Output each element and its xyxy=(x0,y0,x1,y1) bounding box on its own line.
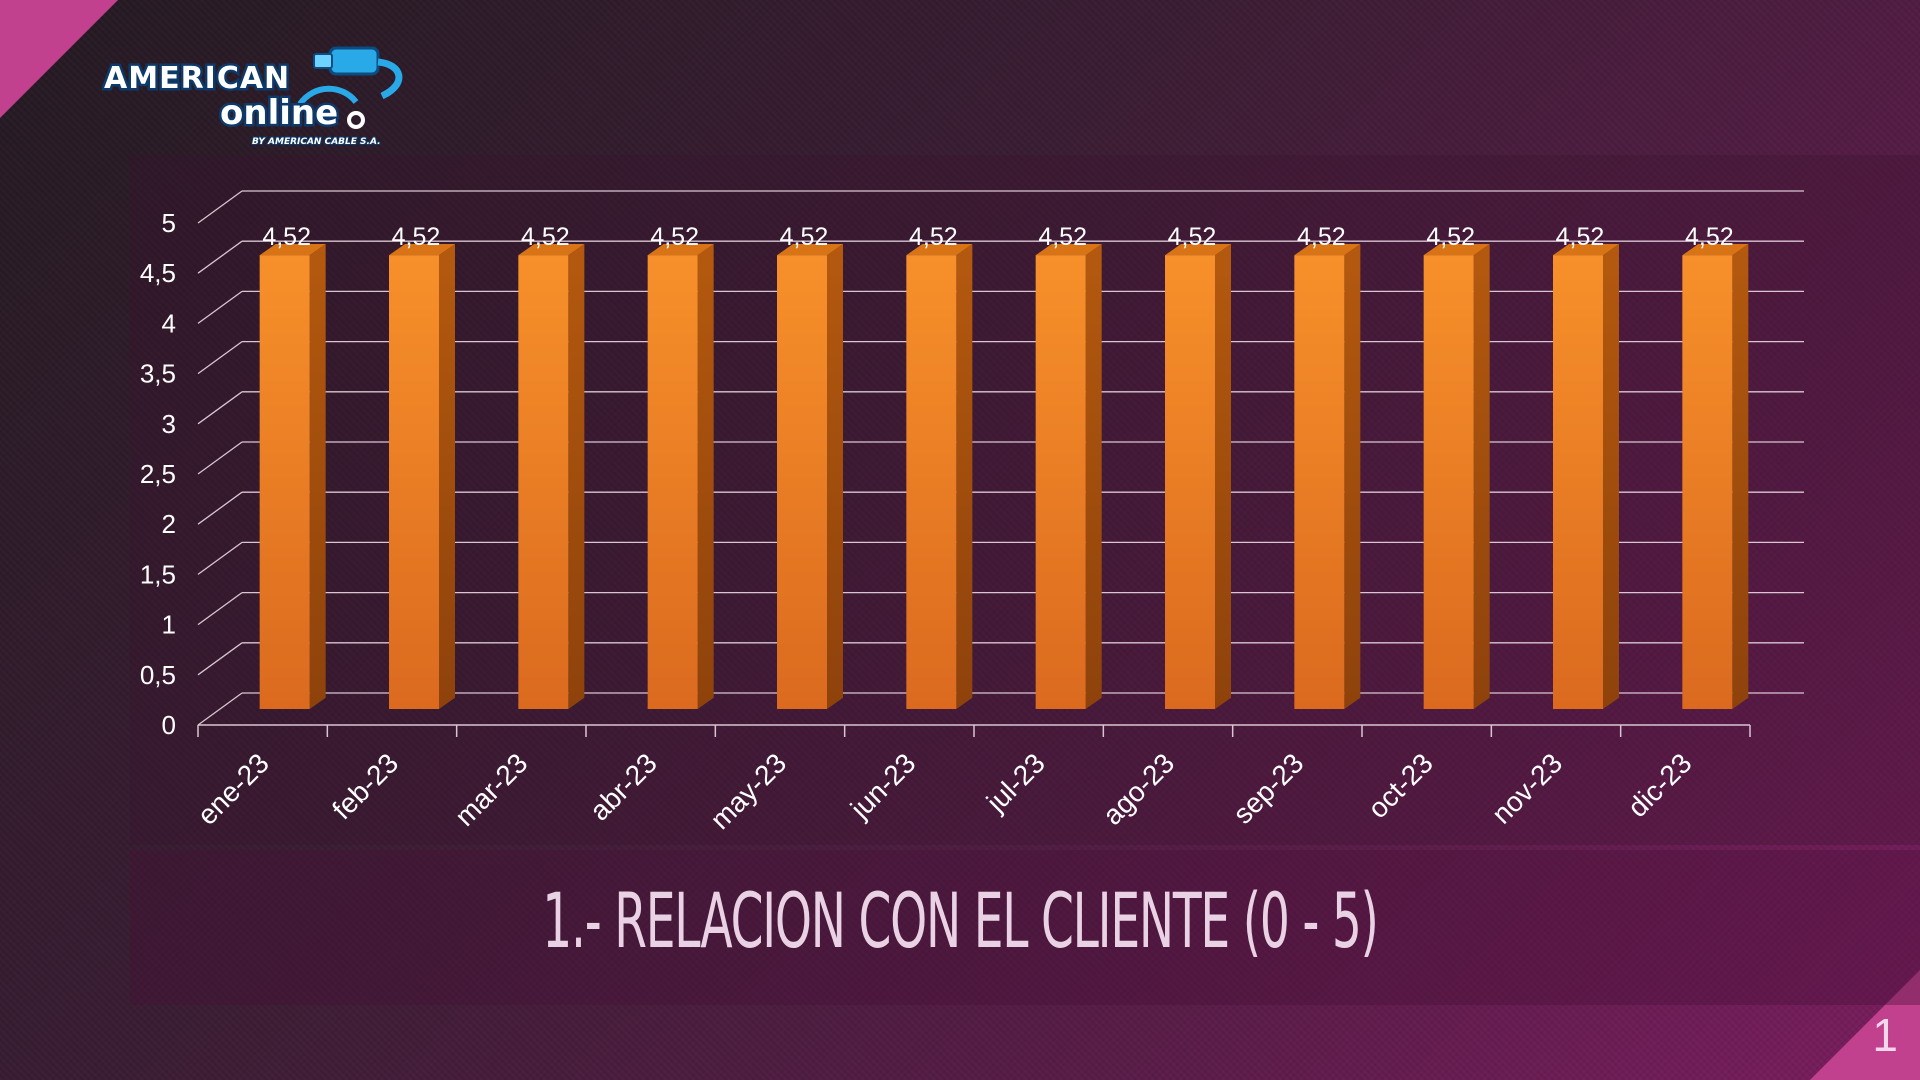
logo-wordmark-online: online xyxy=(220,93,338,133)
bar xyxy=(259,255,310,709)
y-tick-label: 2 xyxy=(162,509,176,539)
x-category-label: may-23 xyxy=(704,747,792,835)
data-label: 4,52 xyxy=(650,223,699,251)
bar xyxy=(518,255,569,709)
data-label: 4,52 xyxy=(1556,223,1605,251)
x-category-label: nov-23 xyxy=(1486,747,1568,829)
bar xyxy=(647,255,698,709)
gridline-side xyxy=(197,541,243,575)
gridline-side xyxy=(197,240,243,274)
bar-side-face xyxy=(1215,243,1231,709)
logo-tagline: BY AMERICAN CABLE S.A. xyxy=(252,137,381,147)
bar-top-face xyxy=(647,243,714,256)
title-background-band xyxy=(130,850,1920,1005)
data-label: 4,52 xyxy=(1685,223,1734,251)
bar-top-face xyxy=(1165,243,1231,256)
data-label: 4,52 xyxy=(1297,223,1346,251)
bar-top-face xyxy=(1035,243,1102,256)
bar-side-face xyxy=(1473,243,1490,709)
logo-wordmark-american: AMERICAN xyxy=(104,61,290,96)
bar-top-face xyxy=(259,243,326,256)
bar-side-face xyxy=(309,243,326,709)
bar-top-face xyxy=(1553,243,1619,256)
gridline-side xyxy=(197,190,243,224)
y-tick-label: 5 xyxy=(162,208,176,238)
bar-side-face xyxy=(1085,243,1102,709)
gridline-side xyxy=(197,441,243,475)
bar-side-face xyxy=(568,243,585,709)
bar-side-face xyxy=(439,243,455,709)
data-label: 4,52 xyxy=(909,223,958,251)
bar xyxy=(1423,255,1474,709)
corner-decoration-top-left xyxy=(0,0,118,118)
y-tick-label: 0 xyxy=(162,710,176,740)
data-label: 4,52 xyxy=(780,223,829,251)
gridline-side xyxy=(197,491,243,525)
bar-side-face xyxy=(1344,243,1361,709)
x-category-label: abr-23 xyxy=(584,747,663,826)
cable-plug-icon xyxy=(297,46,403,129)
data-label: 4,52 xyxy=(521,223,570,251)
bar-top-face xyxy=(1294,243,1361,256)
bar xyxy=(777,255,827,709)
bar-top-face xyxy=(389,243,455,256)
bar xyxy=(1553,255,1603,709)
x-category-label: sep-23 xyxy=(1227,747,1309,829)
y-tick-label: 4 xyxy=(162,308,176,338)
x-category-label: dic-23 xyxy=(1622,747,1698,823)
gridline-side xyxy=(197,341,243,375)
x-category-label: ene-23 xyxy=(191,747,275,831)
x-category-label: oct-23 xyxy=(1362,747,1439,824)
y-tick-label: 3 xyxy=(162,409,176,439)
x-category-label: jun-23 xyxy=(844,747,922,825)
data-label: 4,52 xyxy=(1038,223,1087,251)
bar-side-face xyxy=(956,243,973,709)
data-label: 4,52 xyxy=(1426,223,1475,251)
bar-top-face xyxy=(518,243,585,256)
corner-decoration-bottom-right xyxy=(1810,970,1920,1080)
gridline-side xyxy=(197,290,243,324)
page-number: 1 xyxy=(1872,1009,1898,1061)
y-tick-label: 3,5 xyxy=(140,359,176,389)
bar xyxy=(389,255,439,709)
y-tick-label: 4,5 xyxy=(140,258,176,288)
x-category-label: mar-23 xyxy=(449,747,534,832)
bar-side-face xyxy=(827,243,843,709)
bar-top-face xyxy=(1682,243,1749,256)
y-tick-label: 2,5 xyxy=(140,459,176,489)
gridline-side xyxy=(197,391,243,425)
slide-title: 1.- RELACION CON EL CLIENTE (0 - 5) xyxy=(542,876,1379,965)
bar-side-face xyxy=(1732,243,1749,709)
bar xyxy=(1165,255,1215,709)
data-label: 4,52 xyxy=(262,223,311,251)
bar-top-face xyxy=(1423,243,1490,256)
bar xyxy=(1294,255,1345,709)
bar-side-face xyxy=(1603,243,1619,709)
y-tick-label: 1 xyxy=(162,610,176,640)
bar-top-face xyxy=(777,243,843,256)
data-label: 4,52 xyxy=(1168,223,1217,251)
x-category-label: feb-23 xyxy=(326,747,404,825)
bar-side-face xyxy=(697,243,714,709)
gridline-side xyxy=(197,642,243,676)
gridline-side xyxy=(197,692,243,726)
y-tick-label: 1,5 xyxy=(140,559,176,589)
x-category-label: jul-23 xyxy=(980,747,1051,818)
american-online-logo: AMERICAN online BY AMERICAN CABLE S.A. xyxy=(102,46,403,148)
data-label: 4,52 xyxy=(392,223,441,251)
bar xyxy=(1035,255,1086,709)
y-tick-label: 0,5 xyxy=(140,660,176,690)
x-category-label: ago-23 xyxy=(1097,747,1181,831)
bar xyxy=(1682,255,1733,709)
bar xyxy=(906,255,957,709)
bar-top-face xyxy=(906,243,973,256)
gridline-side xyxy=(197,592,243,626)
